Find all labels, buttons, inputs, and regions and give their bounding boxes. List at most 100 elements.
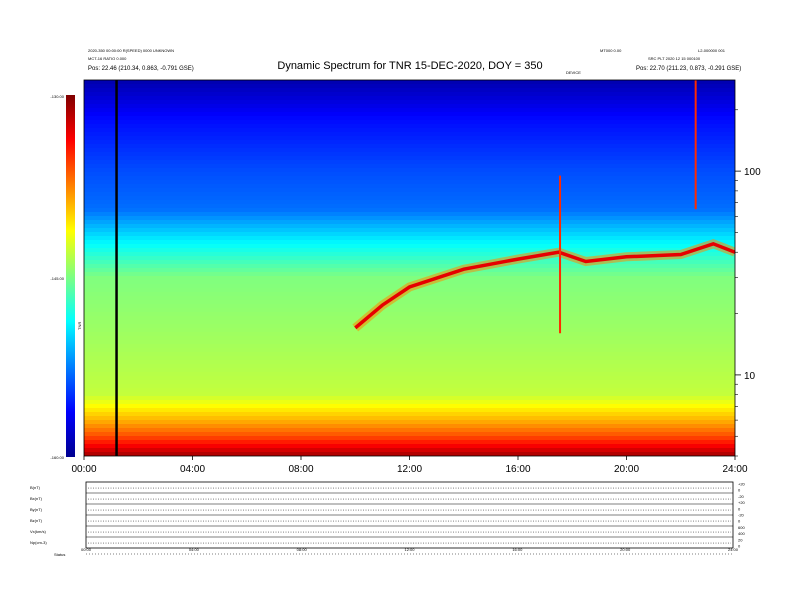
spectrum-row xyxy=(84,412,735,417)
parameter-row-label: Vx(km/s) xyxy=(30,529,46,534)
parameter-panel: B(nT) Bx(nT) By(nT) Bz(nT) Vx(km/s) Np(cm-3) +… xyxy=(30,482,746,558)
spectrum-row xyxy=(84,264,735,269)
colorbar-tick-bottom: -160.00 xyxy=(50,455,64,460)
spectrum-row xyxy=(84,312,735,317)
spectrum-row xyxy=(84,192,735,197)
header-right-pos: Pos: 22.70 (211.23, 0.873, -0.291 GSE) xyxy=(636,66,741,72)
parameter-right-tick: 0 xyxy=(738,488,741,493)
colorbar-tick-top: -130.00 xyxy=(50,94,64,99)
spectrum-row xyxy=(84,424,735,429)
parameter-right-tick: -20 xyxy=(738,513,745,518)
spectrum-row xyxy=(84,280,735,285)
x-tick-label: 16:00 xyxy=(505,464,530,475)
spectrum-row xyxy=(84,108,735,113)
spectrum-row xyxy=(84,96,735,101)
spectrum-row xyxy=(84,104,735,109)
parameter-right-tick: -20 xyxy=(738,494,745,499)
spectrum-row xyxy=(84,324,735,329)
spectrum-row xyxy=(84,376,735,381)
spectrum-row xyxy=(84,196,735,201)
header-right-line2: L2-000000 001 xyxy=(698,48,726,53)
event-marker-label: DEVICE xyxy=(566,70,581,75)
spectrum-row xyxy=(84,444,735,449)
spectrum-row xyxy=(84,320,735,325)
spectrum-row xyxy=(84,352,735,357)
spectrum-row xyxy=(84,112,735,117)
x-tick-label: 24:00 xyxy=(722,464,747,475)
spectrum-row xyxy=(84,136,735,141)
x-tick-label: 00:00 xyxy=(71,464,96,475)
colorbar xyxy=(66,95,75,457)
spectrum-row xyxy=(84,140,735,145)
spectrum-row xyxy=(84,84,735,89)
header-left-line2: MCT-16 RATIO 0.000 xyxy=(88,56,127,61)
parameter-right-tick: +20 xyxy=(738,500,746,505)
spectrum-row xyxy=(84,200,735,205)
spectrum-row xyxy=(84,408,735,413)
parameter-right-tick: 20 xyxy=(738,537,743,542)
spectrum-row xyxy=(84,388,735,393)
spectrum-row xyxy=(84,88,735,93)
spectrum-row xyxy=(84,208,735,213)
spectrum-row xyxy=(84,132,735,137)
x-tick-label: 20:00 xyxy=(614,464,639,475)
parameter-x-tick-label: 00:00 xyxy=(81,547,92,552)
spectrum-row xyxy=(84,244,735,249)
emission-band xyxy=(354,241,735,330)
spectrum-row xyxy=(84,100,735,105)
colorbar-label: TNR xyxy=(77,322,82,330)
spectrum-row xyxy=(84,92,735,97)
spectrum-row xyxy=(84,336,735,341)
parameter-row-label: Bz(nT) xyxy=(30,518,43,523)
spectrum-row xyxy=(84,328,735,333)
spectrum-row xyxy=(84,232,735,237)
spectrum-row xyxy=(84,124,735,129)
spectrum-row xyxy=(84,148,735,153)
spectrum-row xyxy=(84,396,735,401)
spectrum-row xyxy=(84,316,735,321)
spectrum-row xyxy=(84,212,735,217)
spectrum-row xyxy=(84,220,735,225)
spectrum-row xyxy=(84,144,735,149)
spectrogram-y-axis: 10 100 xyxy=(735,109,761,457)
spectrum-row xyxy=(84,292,735,297)
status-label: Status xyxy=(54,552,65,557)
spectrum-row xyxy=(84,224,735,229)
parameter-row-label: By(nT) xyxy=(30,507,43,512)
chart-title: Dynamic Spectrum for TNR 15-DEC-2020, DO… xyxy=(277,60,542,72)
spectrum-row xyxy=(84,440,735,445)
spectrum-row xyxy=(84,436,735,441)
parameter-right-tick: +20 xyxy=(738,482,746,487)
spectrum-row xyxy=(84,296,735,301)
x-tick-label: 12:00 xyxy=(397,464,422,475)
spectrum-row xyxy=(84,236,735,241)
header-left-pos: Pos: 22.46 (210.34, 0.863, -0.791 GSE) xyxy=(88,66,194,72)
parameter-row-label: Np(cm-3) xyxy=(30,540,47,545)
spectrum-row xyxy=(84,416,735,421)
spectrum-row xyxy=(84,216,735,221)
header-right-line1: MT000 0.00 xyxy=(600,48,622,53)
spectrum-row xyxy=(84,392,735,397)
parameter-right-tick: 0 xyxy=(738,519,741,524)
spectrum-row xyxy=(84,252,735,257)
spectrum-row xyxy=(84,404,735,409)
spectrum-row xyxy=(84,332,735,337)
parameter-x-tick-label: 08:00 xyxy=(297,547,308,552)
spectrum-row xyxy=(84,304,735,309)
spectrum-row xyxy=(84,260,735,265)
parameter-right-tick: 0 xyxy=(738,506,741,511)
spectrum-row xyxy=(84,432,735,437)
spectrum-row xyxy=(84,184,735,189)
spectrum-row xyxy=(84,116,735,121)
header-left-line1: 2020-350 00:00:00 R(SPEED) 0000 UNKNOWN xyxy=(88,48,174,53)
spectrum-row xyxy=(84,372,735,377)
spectrum-row xyxy=(84,384,735,389)
y-tick-label: 10 xyxy=(744,371,756,382)
parameter-x-tick-label: 12:00 xyxy=(404,547,415,552)
spectrum-row xyxy=(84,248,735,253)
spectrogram xyxy=(84,80,735,456)
parameter-right-tick: 0 xyxy=(738,544,741,549)
spectrum-row xyxy=(84,128,735,133)
spectrum-row xyxy=(84,272,735,277)
